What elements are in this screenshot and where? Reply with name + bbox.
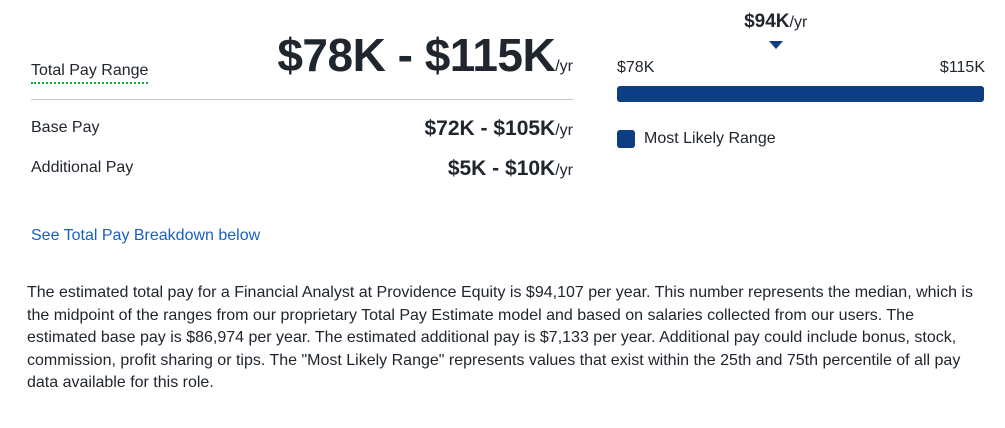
total-pay-range: $78K - $115K [277,29,556,81]
total-pay-row: Total Pay Range $78K - $115K/yr [31,26,573,100]
additional-pay-label: Additional Pay [31,159,134,176]
additional-pay-amount: $5K - $10K/yr [448,156,573,184]
range-min-label: $78K [617,59,655,76]
total-pay-unit: /yr [555,58,573,75]
range-max-label: $115K [939,59,985,76]
base-pay-row: Base Pay $72K - $105K/yr [31,114,573,144]
total-pay-label[interactable]: Total Pay Range [31,61,149,84]
pay-range-chart: $94K/yr $78K $115K Most Likely Range [617,0,985,160]
legend-label: Most Likely Range [644,130,776,147]
median-pay-value: $94K [744,11,790,32]
base-pay-label: Base Pay [31,119,100,136]
base-pay-amount: $72K - $105K/yr [424,116,573,144]
base-pay-unit: /yr [555,122,573,139]
median-pay-unit: /yr [789,14,808,31]
additional-pay-row: Additional Pay $5K - $10K/yr [31,154,573,184]
range-track [617,86,984,102]
median-pay-label: $94K/yr [744,10,807,35]
most-likely-range-bar [617,86,984,102]
pay-description: The estimated total pay for a Financial … [27,284,973,391]
additional-pay-range: $5K - $10K [447,157,556,180]
legend-swatch [617,130,635,148]
total-pay-amount: $78K - $115K/yr [277,30,573,92]
pay-breakdown-link[interactable]: See Total Pay Breakdown below [31,227,261,244]
additional-pay-unit: /yr [555,162,573,179]
base-pay-range: $72K - $105K [424,117,556,140]
median-pointer-icon [768,41,783,49]
